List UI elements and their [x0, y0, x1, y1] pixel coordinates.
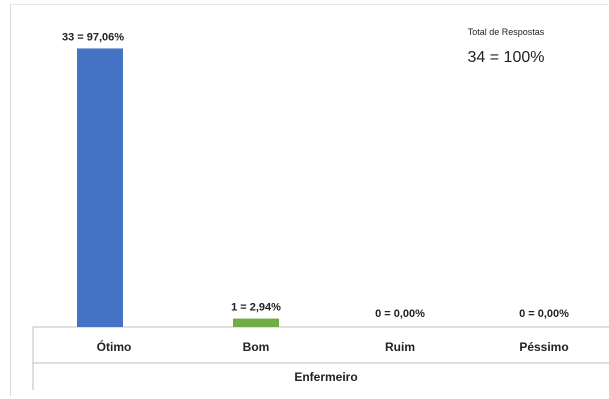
- x-axis-title: Enfermeiro: [294, 370, 357, 384]
- bar-chart: 33 = 97,06% 1 = 2,94% 0 = 0,00% 0 = 0,00…: [32, 31, 609, 390]
- category-label-otimo: Ótimo: [97, 339, 132, 354]
- data-label-pessimo: 0 = 0,00%: [519, 308, 569, 320]
- category-label-ruim: Ruim: [385, 340, 415, 354]
- bar-otimo: [77, 48, 123, 328]
- category-label-bom: Bom: [243, 340, 270, 354]
- data-label-ruim: 0 = 0,00%: [375, 308, 425, 320]
- data-label-otimo: 33 = 97,06%: [62, 31, 124, 43]
- total-responses-value: 34 = 100%: [467, 49, 545, 66]
- data-label-bom: 1 = 2,94%: [231, 302, 281, 314]
- chart-frame: 33 = 97,06% 1 = 2,94% 0 = 0,00% 0 = 0,00…: [10, 4, 609, 396]
- category-label-pessimo: Péssimo: [519, 340, 568, 354]
- bar-bom: [233, 318, 279, 327]
- total-responses-title: Total de Respostas: [467, 27, 545, 37]
